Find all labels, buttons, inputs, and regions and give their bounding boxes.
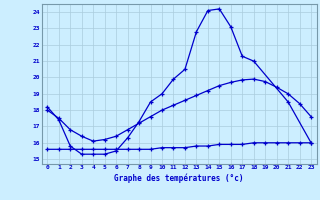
X-axis label: Graphe des températures (°c): Graphe des températures (°c) [115,173,244,183]
